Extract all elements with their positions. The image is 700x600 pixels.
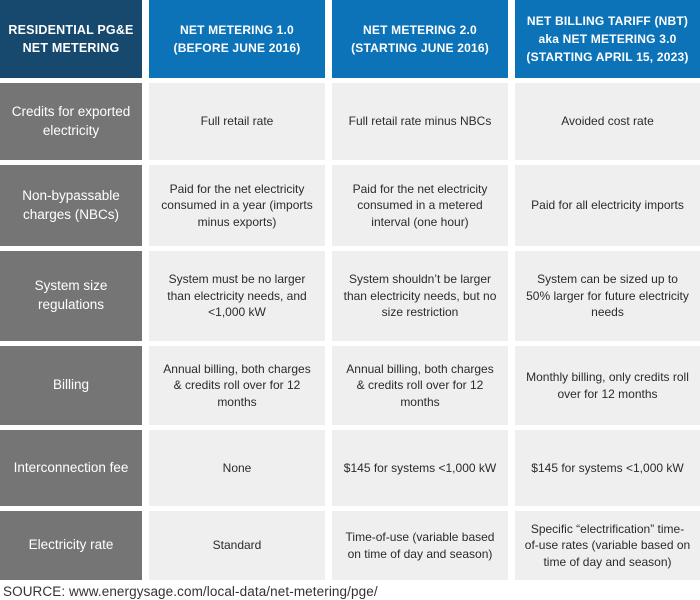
cell-electricity-rate-nem2: Time-of-use (variable based on time of d… xyxy=(332,511,508,580)
row-label-interconnection-fee: Interconnection fee xyxy=(0,430,142,506)
row-label-electricity-rate: Electricity rate xyxy=(0,511,142,580)
cell-credits-nem1: Full retail rate xyxy=(149,83,325,160)
cell-credits-nbt: Avoided cost rate xyxy=(515,83,700,160)
cell-billing-nem2: Annual billing, both charges & credits r… xyxy=(332,346,508,425)
cell-nbcs-nem1: Paid for the net electricity consumed in… xyxy=(149,165,325,246)
cell-interconnection-nem2: $145 for systems <1,000 kW xyxy=(332,430,508,506)
cell-electricity-rate-nem1: Standard xyxy=(149,511,325,580)
row-label-billing: Billing xyxy=(0,346,142,425)
cell-system-size-nem1: System must be no larger than electricit… xyxy=(149,251,325,341)
comparison-table: RESIDENTIAL PG&E NET METERING NET METERI… xyxy=(0,0,700,580)
cell-interconnection-nem1: None xyxy=(149,430,325,506)
cell-nbcs-nem2: Paid for the net electricity consumed in… xyxy=(332,165,508,246)
source-caption: SOURCE: www.energysage.com/local-data/ne… xyxy=(3,584,378,599)
column-header-nem-2: NET METERING 2.0 (STARTING JUNE 2016) xyxy=(332,0,508,78)
row-label-system-size: System size regulations xyxy=(0,251,142,341)
cell-system-size-nem2: System shouldn’t be larger than electric… xyxy=(332,251,508,341)
cell-interconnection-nbt: $145 for systems <1,000 kW xyxy=(515,430,700,506)
column-header-nem-1: NET METERING 1.0 (BEFORE JUNE 2016) xyxy=(149,0,325,78)
row-label-nbcs: Non-bypassable charges (NBCs) xyxy=(0,165,142,246)
cell-billing-nbt: Monthly billing, only credits roll over … xyxy=(515,346,700,425)
row-label-credits: Credits for exported electricity xyxy=(0,83,142,160)
corner-header: RESIDENTIAL PG&E NET METERING xyxy=(0,0,142,78)
cell-billing-nem1: Annual billing, both charges & credits r… xyxy=(149,346,325,425)
cell-electricity-rate-nbt: Specific “electrification” time-of-use r… xyxy=(515,511,700,580)
column-header-nbt: NET BILLING TARIFF (NBT) aka NET METERIN… xyxy=(515,0,700,78)
cell-system-size-nbt: System can be sized up to 50% larger for… xyxy=(515,251,700,341)
cell-nbcs-nbt: Paid for all electricity imports xyxy=(515,165,700,246)
cell-credits-nem2: Full retail rate minus NBCs xyxy=(332,83,508,160)
